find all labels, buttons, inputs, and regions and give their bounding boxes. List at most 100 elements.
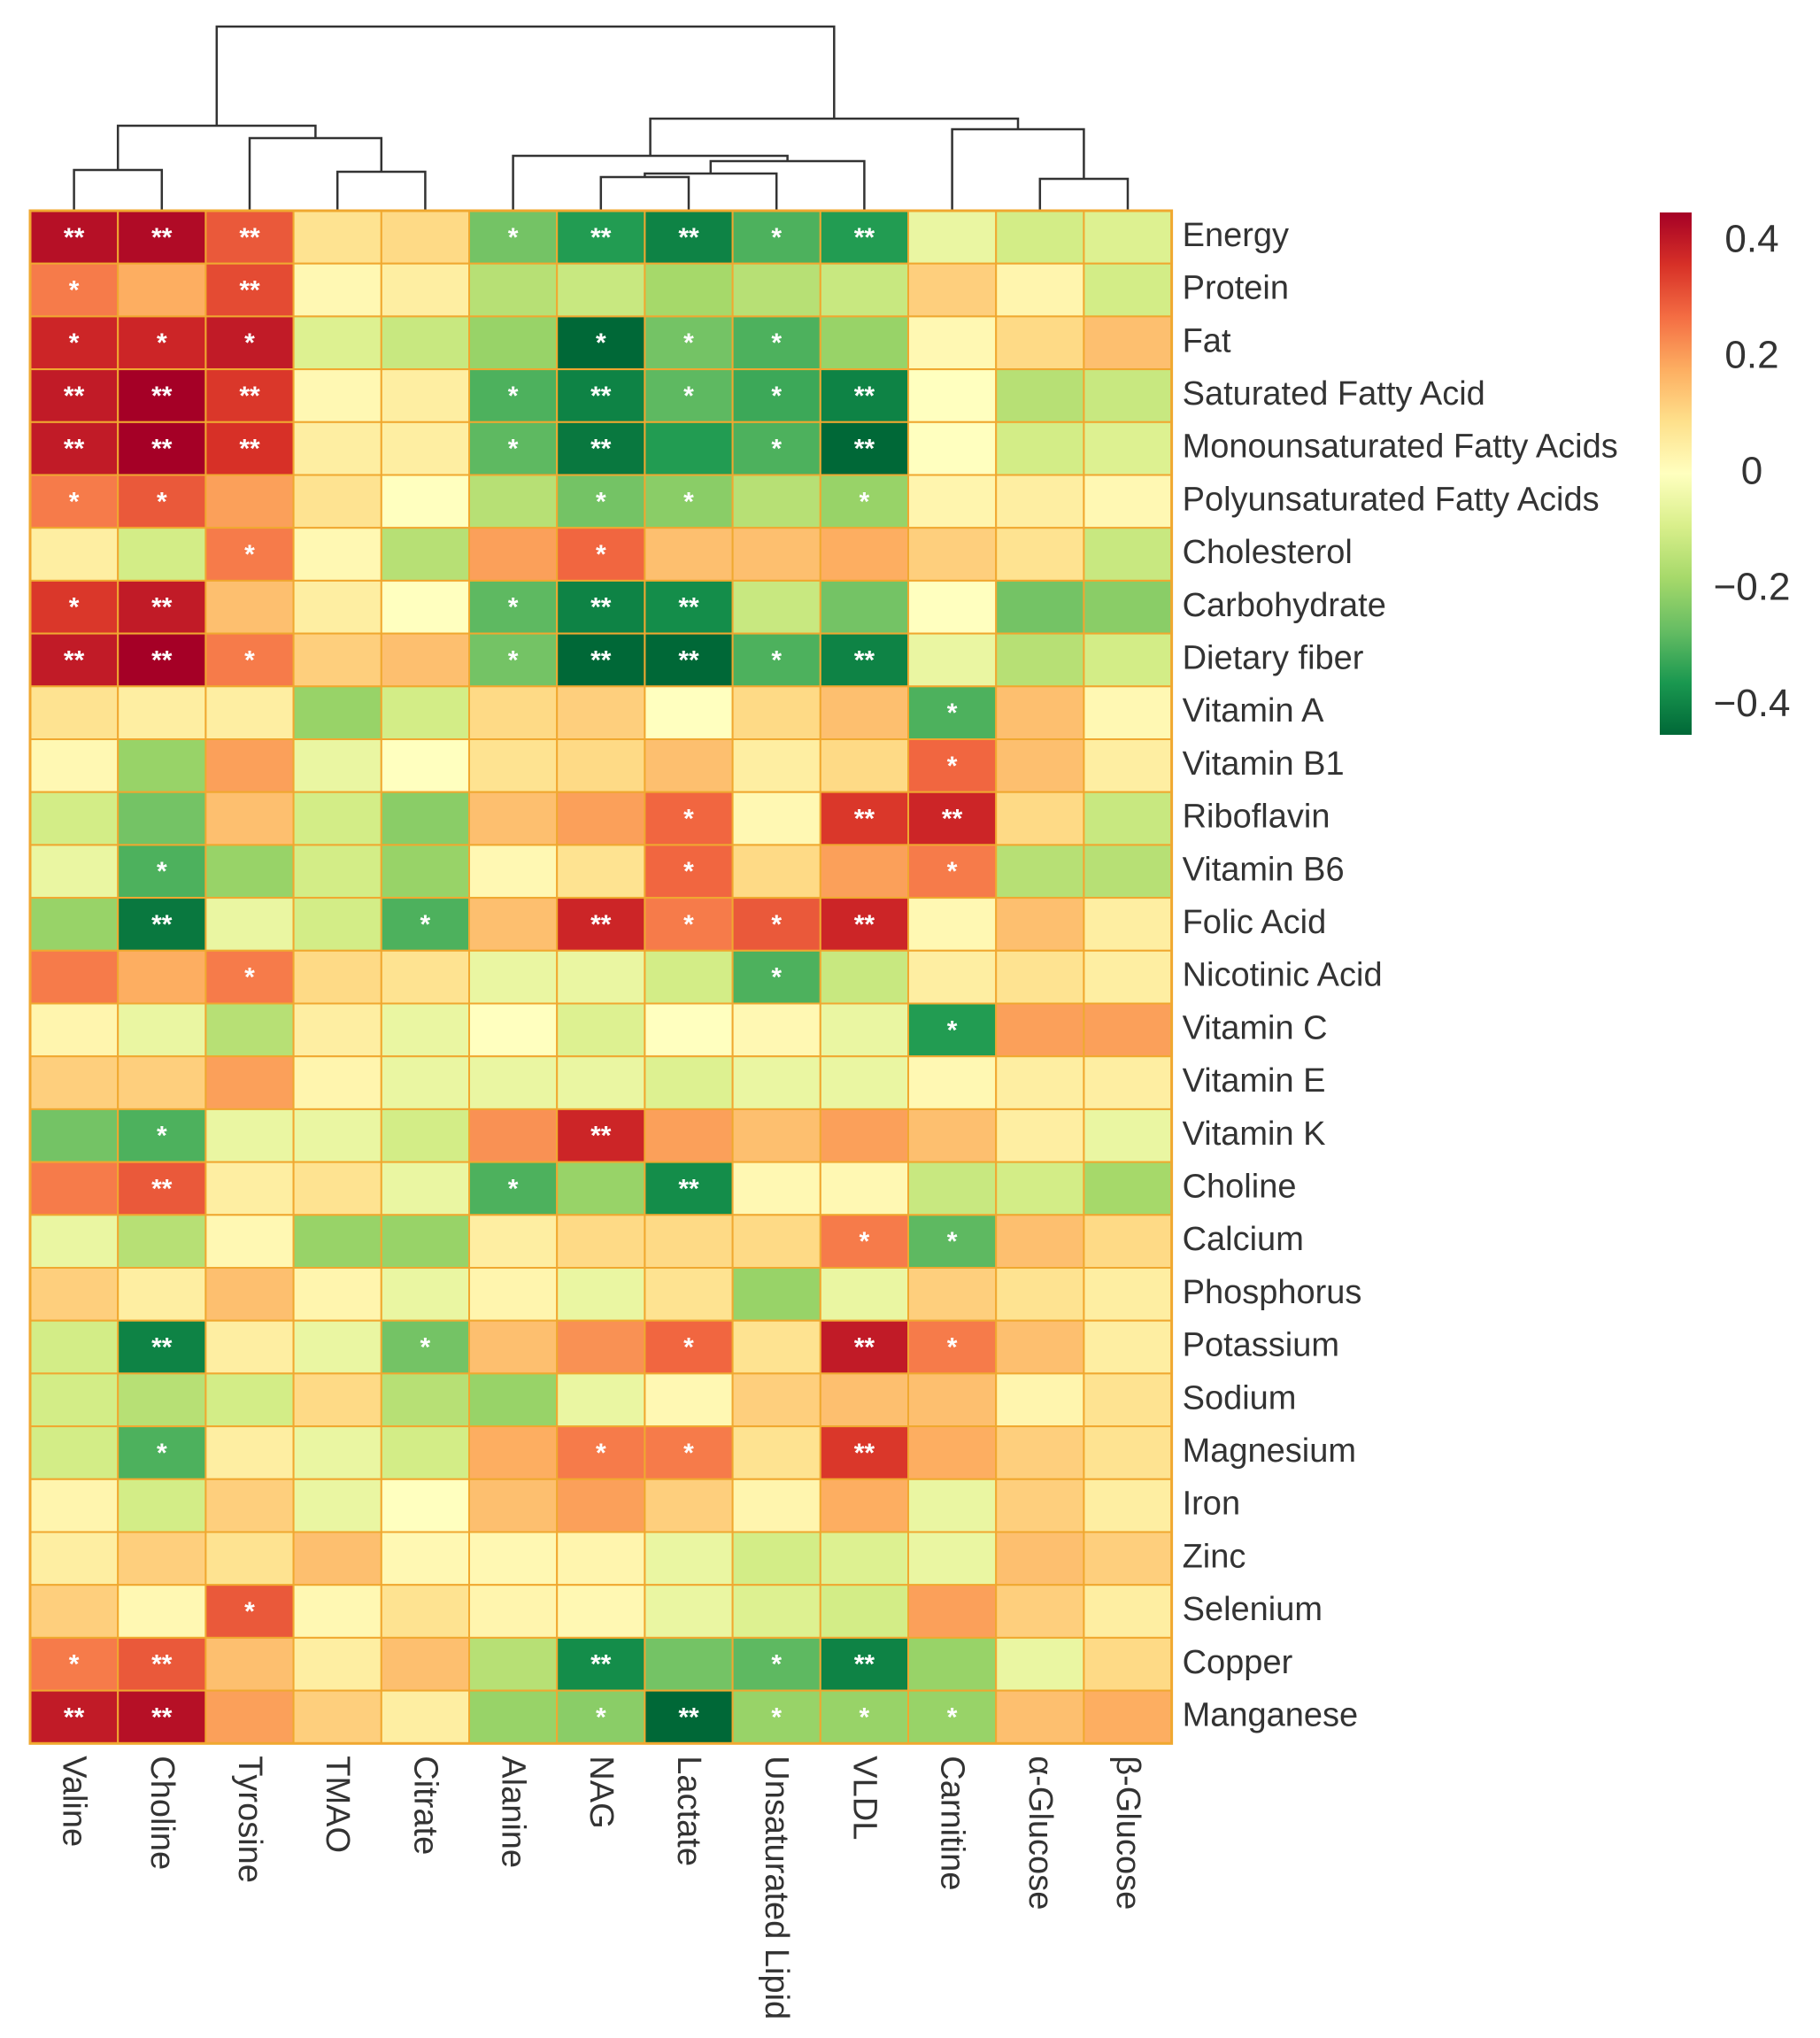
- heatmap-cell: [468, 791, 559, 846]
- heatmap-cell: [468, 632, 559, 688]
- heatmap-cell: [468, 1636, 559, 1692]
- heatmap-cell: [907, 1531, 998, 1586]
- significance-mark: *: [244, 645, 255, 675]
- dendrogram-link: [709, 159, 866, 211]
- significance-mark: *: [244, 328, 255, 358]
- heatmap-cell: [292, 1055, 382, 1110]
- significance-mark: *: [244, 963, 255, 992]
- heatmap-cell: [644, 1267, 734, 1322]
- heatmap-cell: [380, 1425, 470, 1480]
- significance-mark: **: [854, 223, 875, 252]
- significance-mark: **: [942, 804, 963, 833]
- heatmap-cell: [204, 738, 295, 793]
- heatmap-cell: [380, 1267, 470, 1322]
- heatmap-cell: [292, 421, 382, 476]
- heatmap-cell: [380, 262, 470, 318]
- heatmap-cell: [731, 1214, 821, 1270]
- heatmap-cell: [819, 262, 909, 318]
- heatmap-cell: [117, 1478, 207, 1533]
- column-label: Alanine: [495, 1756, 532, 1868]
- heatmap-cell: [731, 1161, 821, 1216]
- heatmap-cell: [117, 1214, 207, 1270]
- significance-mark: **: [590, 435, 612, 464]
- heatmap-cell: [819, 210, 909, 265]
- significance-mark: **: [678, 593, 699, 622]
- heatmap-cell: [644, 1002, 734, 1058]
- heatmap-cell: [1083, 1531, 1173, 1586]
- heatmap-cell: [380, 1478, 470, 1533]
- heatmap-cell: [204, 1425, 295, 1480]
- dendrogram-link: [248, 136, 383, 211]
- significance-mark: **: [854, 1439, 875, 1468]
- significance-mark: **: [678, 1174, 699, 1203]
- heatmap-cell: [907, 1636, 998, 1692]
- heatmap-cell: [819, 474, 909, 529]
- heatmap-cell: [380, 315, 470, 371]
- heatmap-cell: [204, 579, 295, 635]
- heatmap-cell: [29, 1267, 120, 1322]
- heatmap-cell: [819, 1214, 909, 1270]
- heatmap-cells: [28, 209, 1174, 1745]
- heatmap-cell: [117, 1372, 207, 1428]
- heatmap-cell: [995, 791, 1085, 846]
- heatmap-cell: [117, 1055, 207, 1110]
- dendrogram-link: [599, 175, 690, 211]
- row-label: Vitamin B1: [1183, 745, 1345, 783]
- heatmap-cell: [731, 1636, 821, 1692]
- heatmap-cell: [1083, 1425, 1173, 1480]
- heatmap-cell: [204, 1319, 295, 1375]
- significance-mark: *: [683, 328, 694, 358]
- heatmap-cell: [907, 1214, 998, 1270]
- row-label: Copper: [1183, 1644, 1293, 1681]
- significance-mark: *: [420, 910, 431, 939]
- significance-mark: **: [590, 1122, 612, 1151]
- column-label: NAG: [582, 1756, 620, 1828]
- significance-mark: **: [854, 382, 875, 411]
- heatmap-cell: [731, 1108, 821, 1163]
- heatmap-cell: [380, 421, 470, 476]
- heatmap-cell: [995, 738, 1085, 793]
- significance-mark: *: [947, 857, 958, 886]
- significance-mark: **: [854, 645, 875, 675]
- heatmap-cell: [468, 1584, 559, 1639]
- heatmap-cell: [204, 527, 295, 582]
- significance-mark: *: [771, 435, 782, 464]
- heatmap-cell: [907, 315, 998, 371]
- heatmap-cell: [1083, 474, 1173, 529]
- heatmap-cell: [819, 1002, 909, 1058]
- significance-mark: *: [683, 804, 694, 833]
- significance-mark: *: [683, 382, 694, 411]
- significance-mark: *: [508, 223, 519, 252]
- heatmap-cell: [380, 1319, 470, 1375]
- significance-mark: *: [508, 1174, 519, 1203]
- heatmap-cell: [644, 1478, 734, 1533]
- colorbar-tick-label: −0.4: [1714, 682, 1791, 725]
- significance-mark: *: [771, 910, 782, 939]
- heatmap-cell: [468, 1055, 559, 1110]
- heatmap-cell: [292, 1267, 382, 1322]
- heatmap-cell: [644, 527, 734, 582]
- heatmap-cell: [819, 1531, 909, 1586]
- significance-mark: **: [854, 804, 875, 833]
- heatmap-cell: [731, 1319, 821, 1375]
- heatmap-cell: [995, 1478, 1085, 1533]
- significance-mark: **: [590, 1650, 612, 1679]
- row-label: Zinc: [1183, 1538, 1246, 1575]
- heatmap-cell: [556, 897, 646, 952]
- heatmap-cell: [204, 1108, 295, 1163]
- heatmap-cell: [117, 1319, 207, 1375]
- heatmap-cell: [907, 368, 998, 423]
- heatmap-cell: [468, 897, 559, 952]
- heatmap-cell: [292, 1478, 382, 1533]
- dendrogram-root-link: [215, 25, 836, 126]
- row-labels: Energy Protein Fat Saturated Fatty Acid Mono…: [1183, 217, 1618, 1734]
- significance-mark: *: [771, 382, 782, 411]
- heatmap-cell: [644, 262, 734, 318]
- significance-mark: *: [860, 1702, 870, 1732]
- heatmap-cell: [556, 844, 646, 899]
- significance-mark: **: [678, 645, 699, 675]
- row-label: Folic Acid: [1183, 904, 1327, 941]
- dendrogram-link: [512, 154, 789, 211]
- row-label: Protein: [1183, 270, 1289, 307]
- significance-mark: *: [157, 328, 167, 358]
